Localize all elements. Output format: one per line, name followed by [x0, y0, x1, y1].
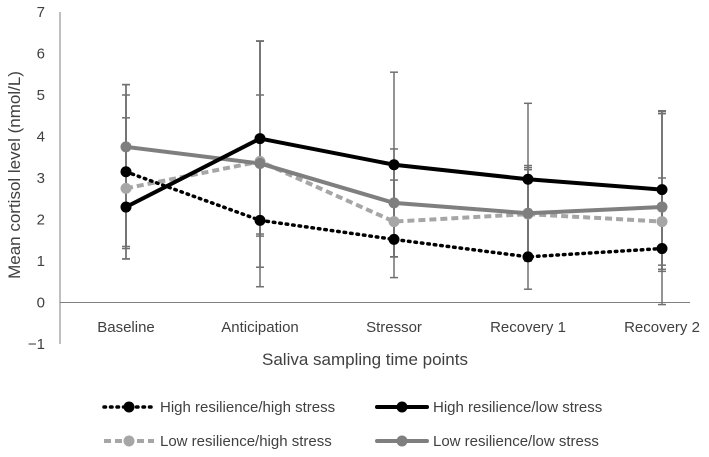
legend-item: High resilience/low stress [375, 399, 602, 416]
data-point [254, 157, 266, 169]
data-point [522, 251, 534, 263]
data-point [388, 159, 400, 171]
y-tick-label: 5 [37, 87, 45, 104]
y-tick-label: 6 [37, 46, 45, 63]
y-tick-label: −1 [28, 336, 45, 353]
legend: High resilience/high stress High resilien… [102, 399, 602, 450]
x-tick-label: Recovery 2 [624, 319, 700, 336]
data-point [656, 201, 668, 213]
data-point [388, 233, 400, 245]
y-axis-title: Mean cortisol level (nmol/L) [5, 71, 24, 279]
legend-label: High resilience/low stress [433, 399, 602, 416]
series-points [120, 133, 668, 263]
y-tick-label: 4 [37, 129, 45, 146]
series-line [125, 159, 663, 224]
y-tick-label: 7 [37, 4, 45, 21]
data-point [254, 214, 266, 226]
legend-item: High resilience/high stress [102, 399, 335, 416]
y-tick-label: 1 [37, 253, 45, 270]
y-tick-label: 3 [37, 170, 45, 187]
legend-swatch-marker [396, 401, 408, 413]
legend-swatch-marker [123, 435, 135, 447]
y-tick-label: 2 [37, 212, 45, 229]
x-axis-ticks: Baseline Anticipation Stressor Recovery 1 Re… [97, 319, 700, 336]
data-point [388, 216, 400, 228]
legend-label: Low resilience/low stress [433, 433, 599, 450]
data-point [388, 197, 400, 209]
y-axis-ticks: 7 6 5 4 3 2 1 0 −1 [28, 4, 45, 353]
data-point [120, 182, 132, 194]
data-point [522, 207, 534, 219]
data-point [656, 184, 668, 196]
data-point [120, 166, 132, 178]
data-point [522, 173, 534, 185]
data-point [120, 201, 132, 213]
data-point [656, 216, 668, 228]
data-point [254, 133, 266, 145]
legend-item: Low resilience/high stress [104, 433, 332, 450]
x-axis-title: Saliva sampling time points [262, 350, 468, 369]
x-tick-label: Recovery 1 [490, 319, 566, 336]
legend-label: Low resilience/high stress [160, 433, 332, 450]
legend-label: High resilience/high stress [160, 399, 335, 416]
legend-swatch-marker [396, 435, 408, 447]
legend-swatch-marker [123, 401, 135, 413]
data-point [120, 141, 132, 153]
data-point [656, 243, 668, 255]
y-tick-label: 0 [37, 295, 45, 312]
legend-item: Low resilience/low stress [375, 433, 599, 450]
x-tick-label: Stressor [366, 319, 422, 336]
x-tick-label: Baseline [97, 319, 155, 336]
x-tick-label: Anticipation [221, 319, 299, 336]
